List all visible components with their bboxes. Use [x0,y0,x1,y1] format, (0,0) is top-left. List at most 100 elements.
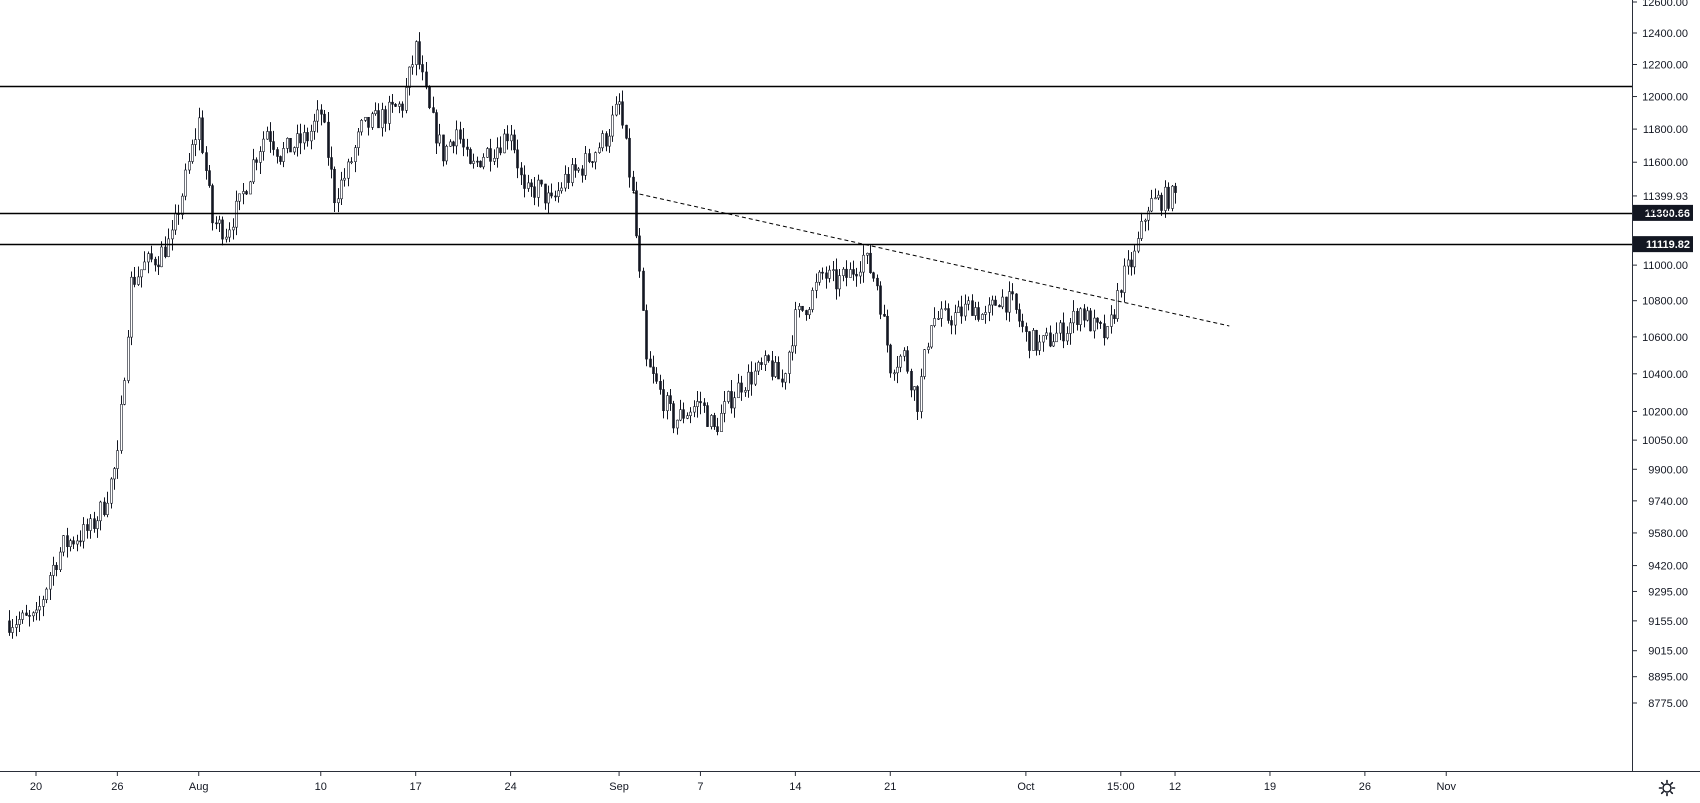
dashed-trendline[interactable] [632,192,1230,327]
candle-336 [1147,206,1150,231]
candle-201 [689,407,692,424]
candle-126 [435,109,438,155]
candle-4 [21,610,24,624]
y-tick-label: 12000.00 [1642,92,1688,104]
candle-93 [323,110,326,124]
candle-142 [489,138,492,172]
candle-137 [472,153,475,169]
candle-245 [838,269,841,297]
candle-267 [913,386,916,401]
candle-63 [221,216,224,246]
candle-99 [343,168,346,187]
candle-128 [442,134,445,167]
y-tick-label: 10200.00 [1642,406,1688,418]
y-tick-label: 12600.00 [1642,0,1688,9]
x-tick-label-3: 10 [315,781,327,793]
y-tick-label: 11000.00 [1643,260,1688,272]
candle-144 [496,137,499,168]
candle-15 [59,547,62,572]
candle-231 [791,335,794,361]
candle-271 [927,342,930,354]
candlestick-series [8,32,1177,639]
candle-234 [801,305,804,312]
x-tick-label-5: 24 [504,781,516,793]
candle-301 [1028,331,1031,359]
horizontal-levels[interactable] [0,85,1632,246]
candle-145 [499,136,502,156]
candle-132 [455,120,458,155]
candle-157 [540,179,543,187]
candle-283 [967,296,970,311]
x-tick-label-14: 26 [1359,781,1371,793]
price-badge-label: 11119.82 [1646,239,1690,251]
candle-41 [147,251,150,274]
chart-settings-button[interactable] [1652,775,1682,801]
candle-264 [903,347,906,362]
y-tick-label: 11399.93 [1643,191,1688,203]
candle-205 [703,398,706,413]
candle-108 [374,102,377,116]
candle-328 [1120,289,1123,298]
candle-306 [1045,327,1048,340]
candle-71 [249,180,252,195]
candle-341 [1164,180,1167,218]
x-tick-label-0: 20 [30,781,42,793]
candle-153 [527,174,530,192]
candle-43 [154,256,157,272]
candle-77 [269,122,272,153]
candle-78 [272,130,275,156]
y-tick-label: 10600.00 [1642,332,1688,344]
candle-194 [666,392,669,420]
candle-266 [910,368,913,398]
candle-293 [1001,289,1004,310]
candle-20 [76,534,79,552]
time-axis[interactable]: 20 26 Aug 10 17 24 Sep 7 14 21 Oct 15:00 12 19 26 Nov [30,771,1457,793]
candle-310 [1059,320,1062,341]
x-tick-label-9: 21 [884,781,896,793]
candle-94 [327,111,330,166]
candle-254 [869,245,872,274]
candle-263 [899,354,902,373]
candle-107 [371,111,374,130]
candle-289 [988,297,991,322]
candle-13 [52,556,55,586]
candle-61 [215,216,218,230]
candle-303 [1035,329,1038,356]
candle-72 [252,148,255,185]
candle-291 [994,295,997,306]
price-axis[interactable]: 12600.00 12400.00 12200.00 12000.00 11800.00… [1632,0,1693,710]
candle-28 [103,497,106,517]
candle-23 [86,518,89,539]
candle-309 [1055,322,1058,343]
price-level-badge-7: 11300.66 [1633,204,1693,221]
candle-285 [974,301,977,321]
candle-208 [713,412,716,430]
candle-241 [825,266,828,289]
candle-162 [557,182,560,203]
candle-86 [299,123,302,155]
y-tick-label: 8775.00 [1648,698,1688,710]
candle-236 [808,306,811,319]
candle-206 [706,402,709,427]
x-tick-label-13: 19 [1264,781,1276,793]
candle-53 [188,152,191,174]
candle-55 [194,128,197,157]
candle-192 [659,374,662,395]
candle-250 [855,267,858,287]
candle-222 [760,357,763,370]
candle-224 [767,354,770,363]
candle-62 [218,215,221,232]
candle-331 [1130,252,1133,276]
candle-133 [459,121,462,144]
candle-269 [920,368,923,419]
candle-104 [360,118,363,136]
candle-66 [232,218,235,240]
candle-295 [1008,281,1011,322]
y-tick-label: 9580.00 [1648,528,1688,540]
candle-235 [805,309,808,321]
candle-100 [347,158,350,187]
y-tick-label: 9155.00 [1648,616,1688,628]
candle-239 [818,270,821,286]
trendline[interactable] [632,192,1230,327]
